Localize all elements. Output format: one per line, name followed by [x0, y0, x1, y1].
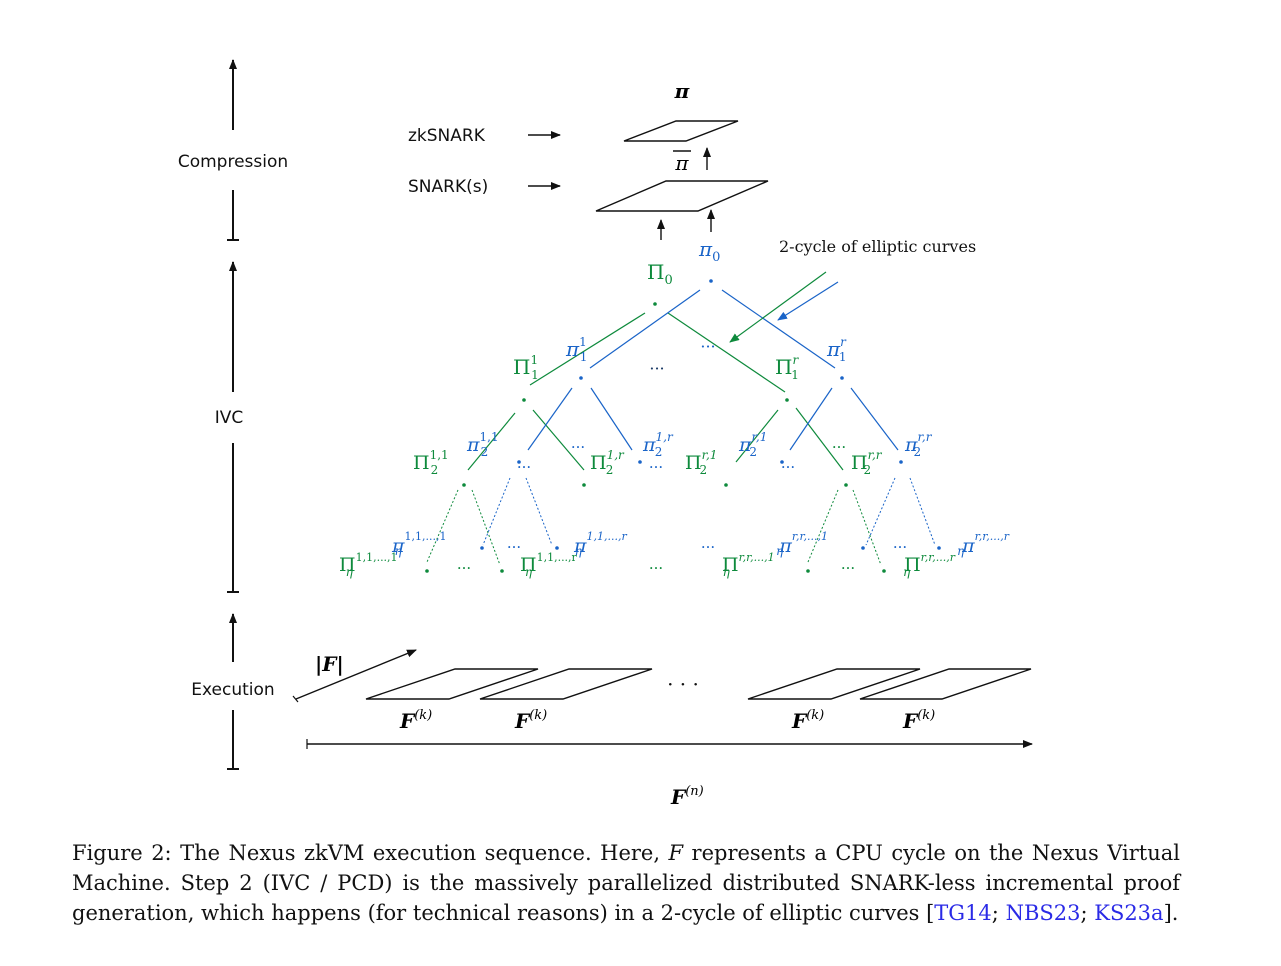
cycle-label-4: F(k)	[902, 708, 935, 733]
cycle-label-3: F(k)	[791, 708, 824, 733]
pi-eta-11-1: π1,1,...,1 η	[391, 530, 446, 558]
Pi-2-1r: Π1,r 2	[590, 448, 625, 477]
ivc-label: IVC	[215, 408, 244, 428]
svg-text:···: ···	[841, 559, 855, 577]
Pi-eta-rr-r: Πr,r,...,r η	[903, 551, 956, 579]
snarks-plane	[595, 180, 769, 212]
cycle-plane-2	[479, 668, 653, 700]
svg-text:···: ···	[700, 337, 715, 356]
pi-2-11: π1,1 2	[466, 430, 499, 459]
figure-caption: Figure 2: The Nexus zkVM execution seque…	[72, 841, 1180, 925]
abs-f-label: |F|	[315, 652, 344, 676]
tree-nodes	[425, 279, 941, 573]
leaf-labels: Π1,1,...,1 η π1,1,...,1 η Π1,1,...,r η π1,1…	[339, 530, 1010, 579]
svg-text:···: ···	[457, 559, 471, 577]
Pi-2-rr: Πr,r 2	[851, 448, 883, 477]
stage-axis	[227, 59, 239, 770]
svg-text:···: ···	[832, 438, 846, 456]
cycle-ellipsis: · · ·	[667, 672, 699, 696]
total-label: F(n)	[670, 784, 704, 809]
zksnark-label: zkSNARK	[408, 126, 486, 146]
tree-edges-dotted	[426, 477, 936, 566]
snarks-label: SNARK(s)	[408, 177, 488, 197]
Pi-1-1: Π1 1	[513, 353, 539, 382]
abs-f-arrow	[295, 649, 417, 700]
pi-2-1r: π1,r 2	[642, 430, 674, 459]
elliptic-curves-label: 2-cycle of elliptic curves	[779, 237, 976, 256]
citation-link-tg14[interactable]: TG14	[934, 901, 992, 925]
level2-labels: Π1,1 2 π1,1 2 Π1,r 2 π1,r 2 Πr,1 2 πr,1 2 Πr,r…	[413, 430, 933, 477]
pi-eta-rr-1: πr,r,...,1 η	[776, 530, 828, 558]
pi-eta-rr-r: πr,r,...,r η	[957, 530, 1010, 558]
svg-text:···: ···	[649, 359, 664, 378]
pi0-symbol: π0	[698, 237, 720, 265]
compression-block: π zkSNARK π SNARK(s) Π0 π0	[408, 79, 769, 288]
Pi-2-11: Π1,1 2	[413, 448, 449, 477]
pi-bar: π	[674, 151, 689, 175]
svg-text:···: ···	[701, 538, 715, 556]
citation-link-ks23a[interactable]: KS23a	[1094, 901, 1164, 925]
execution-label: Execution	[191, 680, 274, 700]
citation-link-nbs23[interactable]: NBS23	[1005, 901, 1081, 925]
pi-final: π	[674, 79, 690, 103]
Pi-eta-11-1: Π1,1,...,1 η	[339, 551, 398, 579]
pi-2-r1: πr,1 2	[738, 430, 767, 459]
pi-1-r: πr 1	[826, 335, 847, 364]
Pi-eta-rr-1: Πr,r,...,1 η	[722, 551, 775, 579]
svg-text:···: ···	[781, 458, 795, 476]
level1-labels: Π1 1 π1 1 Πr 1 πr 1	[513, 335, 847, 382]
svg-text:···: ···	[517, 458, 531, 476]
Pi0-symbol: Π0	[647, 260, 673, 288]
Pi-eta-11-r: Π1,1,...,r η	[520, 551, 578, 579]
cycle-plane-1	[365, 668, 539, 700]
cycle-label-1: F(k)	[399, 708, 432, 733]
pi-2-rr: πr,r 2	[904, 430, 933, 459]
cycle-plane-3	[747, 668, 921, 700]
elliptic-arrow-green	[729, 271, 827, 343]
pi-eta-11-r: π1,1,...,r η	[573, 530, 627, 558]
nexus-zkvm-diagram: Compression IVC Execution π zkSNARK π SN…	[178, 59, 1033, 809]
svg-text:···: ···	[893, 538, 907, 556]
execution-block: |F| · · · F(k) F(k) F(k) F(k) F(n)	[292, 649, 1033, 809]
tree-ellipses: ··· ··· ··· ··· ··· ··· ··· ··· ··· ··· …	[457, 337, 907, 577]
cycle-plane-4	[859, 668, 1032, 700]
svg-text:···: ···	[571, 438, 585, 456]
cycle-label-2: F(k)	[514, 708, 547, 733]
elliptic-arrow-blue	[777, 281, 839, 321]
compression-label: Compression	[178, 152, 288, 172]
Pi-1-r: Πr 1	[775, 353, 799, 382]
svg-text:···: ···	[649, 458, 663, 476]
zksnark-plane	[623, 120, 739, 142]
svg-text:···: ···	[507, 538, 521, 556]
Pi-2-r1: Πr,1 2	[685, 448, 717, 477]
svg-text:···: ···	[649, 559, 663, 577]
pi-1-1: π1 1	[565, 335, 587, 364]
tree-edges-blue	[527, 289, 899, 451]
tree-edges-green	[467, 312, 844, 471]
